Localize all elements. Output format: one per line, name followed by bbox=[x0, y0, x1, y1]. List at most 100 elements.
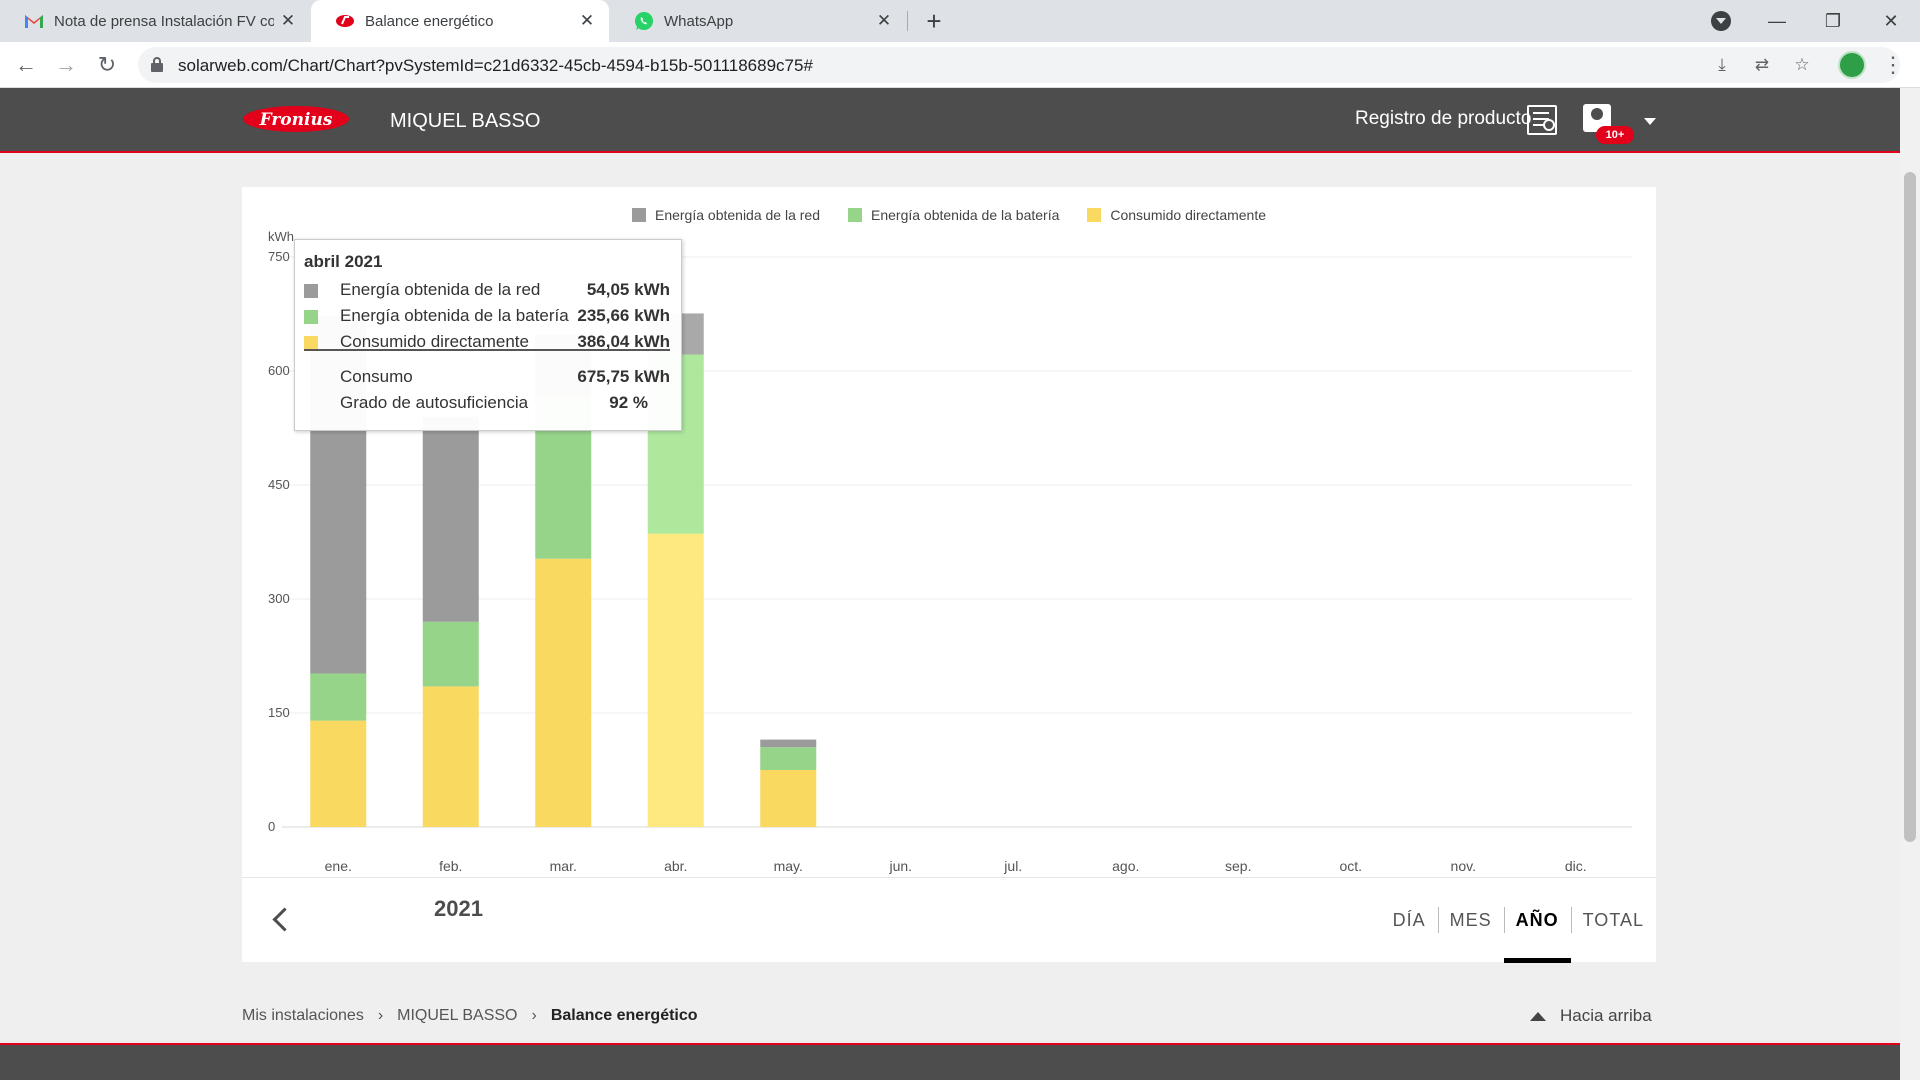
y-tick-label: 300 bbox=[268, 591, 290, 606]
browser-menu-icon[interactable]: ⋮ bbox=[1882, 52, 1904, 77]
tooltip-value: 386,04 kWh bbox=[577, 332, 670, 351]
page-scrollbar[interactable] bbox=[1900, 88, 1920, 1080]
tooltip-value: 675,75 kWh bbox=[577, 367, 670, 386]
x-tick-label: ago. bbox=[1112, 858, 1139, 874]
product-registration-icon[interactable] bbox=[1527, 105, 1557, 135]
chevron-right-icon: › bbox=[377, 1007, 384, 1024]
energy-balance-chart: 0 150 300 450 600 750 kWh ene. feb. mar. abr. may. j… bbox=[242, 187, 1656, 877]
legend-swatch bbox=[1087, 208, 1102, 222]
legend-swatch bbox=[631, 208, 646, 222]
lock-icon[interactable] bbox=[151, 57, 163, 72]
tab-whatsapp[interactable]: WhatsApp ✕ bbox=[610, 0, 906, 42]
legend-item-red[interactable]: Energía obtenida de la red bbox=[631, 207, 820, 223]
chevron-right-icon: › bbox=[531, 1007, 537, 1024]
tab-search-icon[interactable] bbox=[1711, 11, 1731, 31]
gmail-icon bbox=[24, 11, 44, 31]
bar-segment[interactable] bbox=[310, 720, 367, 827]
y-tick-label: 150 bbox=[268, 705, 290, 720]
breadcrumb-current: Balance energético bbox=[550, 1007, 698, 1024]
x-tick-label: nov. bbox=[1451, 858, 1476, 874]
tab-day[interactable]: DÍA bbox=[1392, 910, 1426, 930]
browser-toolbar: ← → ↻ solarweb.com/Chart/Chart?pvSystemI… bbox=[0, 42, 1920, 88]
tooltip-swatch bbox=[304, 336, 318, 350]
restore-icon[interactable]: ❐ bbox=[1824, 11, 1842, 31]
bar-segment[interactable] bbox=[422, 686, 479, 827]
browser-tabstrip: Nota de prensa Instalación FV co ✕ Balan… bbox=[0, 0, 1920, 42]
tab-label: Nota de prensa Instalación FV co bbox=[54, 12, 274, 30]
period-tabs: DÍA MES AÑO TOTAL bbox=[1381, 878, 1656, 963]
back-arrow-icon[interactable]: ← bbox=[15, 52, 37, 77]
bar-segment[interactable] bbox=[760, 770, 817, 827]
y-tick-label: 0 bbox=[268, 819, 275, 834]
forward-arrow-icon[interactable]: → bbox=[55, 52, 77, 77]
scrollbar-thumb[interactable] bbox=[1904, 172, 1916, 842]
tooltip-value: 235,66 kWh bbox=[577, 306, 670, 325]
whatsapp-icon bbox=[634, 11, 654, 31]
tab-gmail[interactable]: Nota de prensa Instalación FV co ✕ bbox=[0, 0, 310, 42]
tooltip-label: Consumo bbox=[340, 367, 413, 386]
new-tab-button[interactable]: + bbox=[926, 6, 942, 36]
x-tick-label: ene. bbox=[325, 858, 352, 874]
minimize-icon[interactable]: — bbox=[1768, 11, 1786, 31]
bar-segment[interactable] bbox=[310, 673, 367, 721]
bookmark-star-icon[interactable]: ☆ bbox=[1794, 55, 1810, 74]
x-tick-label: feb. bbox=[439, 858, 462, 874]
tooltip-label: Energía obtenida de la batería bbox=[340, 306, 569, 325]
y-tick-label: 450 bbox=[268, 477, 290, 492]
tooltip-summary-row: Grado de autosuficiencia 92 % bbox=[304, 393, 670, 415]
product-registration-link[interactable]: Registro de producto bbox=[1355, 108, 1532, 129]
tooltip-value: 92 % bbox=[609, 393, 648, 412]
tooltip-swatch bbox=[304, 310, 318, 324]
legend-item-battery[interactable]: Energía obtenida de la batería bbox=[848, 207, 1059, 223]
tooltip-label: Consumido directamente bbox=[340, 332, 529, 351]
translate-icon[interactable]: ⇄ bbox=[1754, 55, 1770, 74]
x-tick-label: dic. bbox=[1565, 858, 1587, 874]
selected-year: 2021 bbox=[434, 896, 483, 921]
energy-balance-card: 0 150 300 450 600 750 kWh ene. feb. mar. abr. may. j… bbox=[242, 187, 1656, 963]
reload-icon[interactable]: ↻ bbox=[97, 52, 117, 77]
x-tick-label: jun. bbox=[888, 858, 912, 874]
y-tick-label: 750 bbox=[268, 249, 290, 264]
legend-item-direct[interactable]: Consumido directamente bbox=[1087, 207, 1266, 223]
chevron-down-icon[interactable] bbox=[1644, 118, 1656, 125]
chart-legend: Energía obtenida de la red Energía obten… bbox=[242, 207, 1656, 223]
tab-label: WhatsApp bbox=[664, 12, 734, 30]
bar-segment[interactable] bbox=[535, 558, 592, 827]
notification-badge[interactable]: 10+ bbox=[1596, 126, 1634, 144]
bar-segment[interactable] bbox=[647, 533, 704, 827]
download-icon[interactable]: ⤓ bbox=[1718, 55, 1726, 74]
close-window-icon[interactable]: ✕ bbox=[1883, 11, 1899, 31]
tooltip-row: Consumido directamente 386,04 kWh bbox=[304, 332, 670, 354]
breadcrumb-installation[interactable]: MIQUEL BASSO bbox=[397, 1007, 518, 1024]
close-tab-icon[interactable]: ✕ bbox=[579, 11, 595, 30]
tooltip-value: 54,05 kWh bbox=[586, 280, 670, 299]
tab-balance[interactable]: Balance energético ✕ bbox=[311, 0, 609, 42]
x-tick-label: mar. bbox=[550, 858, 577, 874]
site-name[interactable]: MIQUEL BASSO bbox=[390, 110, 541, 132]
tooltip-summary-row: Consumo 675,75 kWh bbox=[304, 367, 670, 389]
tab-month[interactable]: MES bbox=[1437, 878, 1504, 963]
close-tab-icon[interactable]: ✕ bbox=[876, 11, 892, 30]
tab-label: Balance energético bbox=[365, 12, 494, 30]
tooltip-row: Energía obtenida de la batería 235,66 kW… bbox=[304, 306, 670, 328]
extension-icon[interactable] bbox=[1838, 51, 1866, 79]
url-text[interactable]: solarweb.com/Chart/Chart?pvSystemId=c21d… bbox=[178, 56, 813, 75]
legend-label: Energía obtenida de la batería bbox=[871, 207, 1060, 223]
bar-segment[interactable] bbox=[760, 747, 817, 770]
breadcrumb-my-installations[interactable]: Mis instalaciones bbox=[242, 1007, 364, 1024]
bar-segment[interactable] bbox=[422, 621, 479, 687]
breadcrumb: Mis instalaciones › MIQUEL BASSO › Balan… bbox=[242, 1007, 698, 1025]
tab-year[interactable]: AÑO bbox=[1503, 878, 1571, 963]
back-to-top-label: Hacia arriba bbox=[1560, 1006, 1652, 1025]
fronius-icon bbox=[335, 11, 355, 31]
address-bar[interactable]: solarweb.com/Chart/Chart?pvSystemId=c21d… bbox=[138, 47, 1900, 83]
tab-total[interactable]: TOTAL bbox=[1570, 878, 1656, 963]
tooltip-title: abril 2021 bbox=[304, 252, 383, 271]
legend-label: Energía obtenida de la red bbox=[654, 207, 820, 223]
bar-segment[interactable] bbox=[760, 739, 817, 748]
bar-segment[interactable] bbox=[422, 416, 479, 622]
fronius-logo[interactable]: Fronius bbox=[242, 104, 350, 134]
close-tab-icon[interactable]: ✕ bbox=[280, 11, 296, 30]
chevron-left-icon[interactable] bbox=[268, 902, 292, 934]
back-to-top-link[interactable]: Hacia arriba bbox=[1530, 1006, 1652, 1026]
